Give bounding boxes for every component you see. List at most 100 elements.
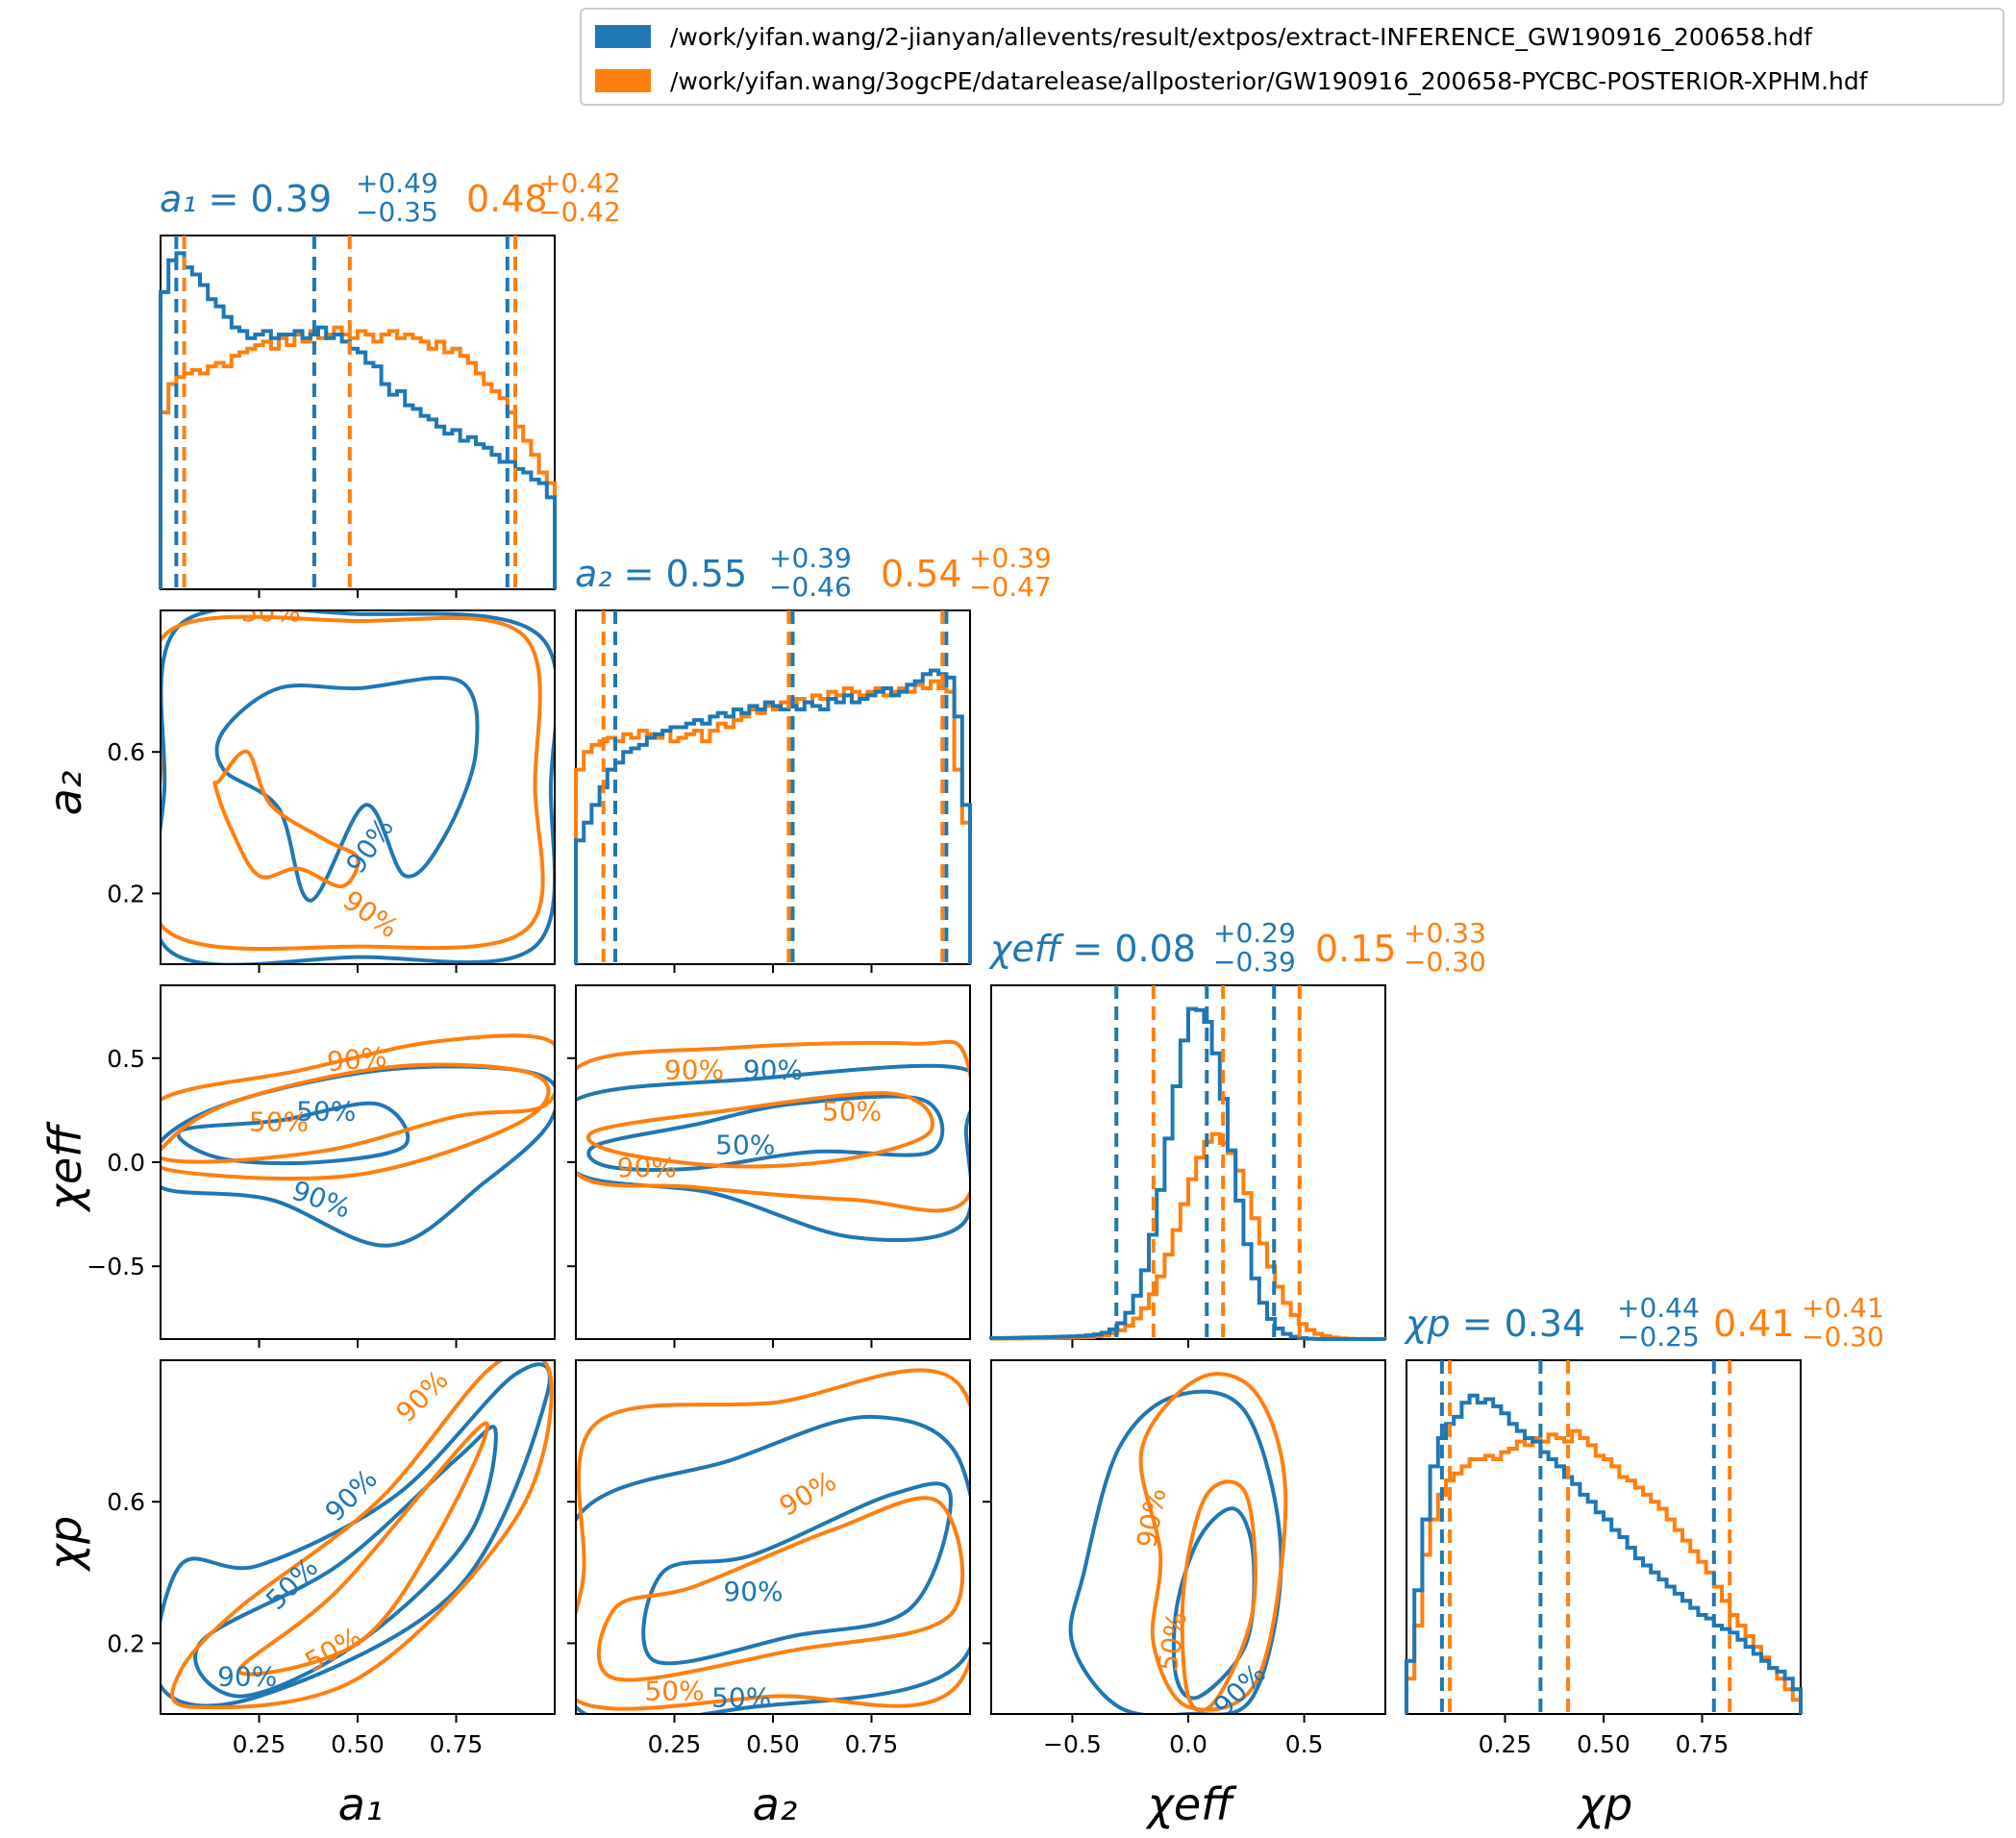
contour-blue-50 <box>214 675 480 903</box>
hist-panel-a1 <box>159 235 557 598</box>
contour-blue-50 <box>586 1094 945 1172</box>
contour-label: 90% <box>287 1175 355 1225</box>
x-tick-label: −0.5 <box>1043 1730 1102 1758</box>
x-tick-label: 0.75 <box>845 1730 899 1758</box>
title-a1-blue-minus: −0.35 <box>356 196 438 228</box>
contour-blue-50 <box>641 1481 953 1666</box>
contour-orange-90 <box>576 1039 970 1213</box>
contour-panel-a1-chi_eff: 90% 50% 90% 50% −0.5 0.0 0.5 <box>87 984 556 1348</box>
hist-series-blue <box>989 1006 1385 1341</box>
contour-orange-50 <box>212 749 361 889</box>
contour-label: 50% <box>711 1682 771 1714</box>
y-tick-label: 0.6 <box>107 738 145 766</box>
contour-label: 90% <box>326 1041 388 1078</box>
contour-label: 50% <box>1152 1609 1193 1674</box>
contour-blue-50 <box>193 1425 498 1699</box>
contour-lines: 90%50%90% <box>1068 1372 1288 1714</box>
contour-orange-50 <box>586 1091 934 1169</box>
contour-label: 90% <box>217 1661 277 1693</box>
title-a1-label: a₁ = <box>160 178 238 220</box>
legend-swatch-orange <box>595 69 651 92</box>
legend-entry-blue: /work/yifan.wang/2-jianyan/allevents/res… <box>595 17 1812 56</box>
xlabel-a1: a₁ <box>338 1778 384 1830</box>
hist-series-orange <box>159 325 557 589</box>
contour-orange-90 <box>170 1360 554 1710</box>
legend-label-orange: /work/yifan.wang/3ogcPE/datarelease/allp… <box>670 66 1868 95</box>
svg-text:a₁ = 0.39: a₁ = 0.39 <box>160 178 332 220</box>
contour-lines: 90%50%90%50%90% <box>576 1039 970 1243</box>
title-a1-orange-median: 0.48 <box>466 178 548 220</box>
xlabel-chi-eff: χeff <box>1145 1778 1238 1830</box>
contour-label: 90% <box>337 884 405 945</box>
ylabel-chi-eff: χeff <box>39 1121 91 1214</box>
y-tick-label: 0.2 <box>107 880 145 907</box>
title-a1-blue-median: 0.39 <box>251 178 333 220</box>
title-chi-eff-blue-median: 0.08 <box>1114 928 1196 970</box>
title-a2: a₂ = 0.55 +0.39 −0.46 0.54 +0.39 −0.47 <box>575 542 1052 603</box>
contour-panel-a1-chi_p: 90%50%90%50%90% 0.25 0.50 0.75 0.2 0.6 <box>107 1359 556 1758</box>
hist-series-blue <box>574 668 972 964</box>
contour-label: 50% <box>249 1106 309 1138</box>
contour-orange-50 <box>596 1496 965 1682</box>
xlabel-chi-p: χp <box>1576 1778 1632 1830</box>
x-tick-label: 0.5 <box>1285 1730 1324 1758</box>
contour-label: 90% <box>319 1463 384 1528</box>
svg-text:χp = 0.34: χp = 0.34 <box>1404 1303 1585 1345</box>
x-tick-label: 0.50 <box>331 1730 385 1758</box>
title-chi-p: χp = 0.34 +0.44 −0.25 0.41 +0.41 −0.30 <box>1404 1292 1884 1353</box>
title-a1: a₁ = 0.39 +0.49 −0.35 0.48 +0.42 −0.42 <box>160 167 621 228</box>
x-tick-label: 0.25 <box>1479 1730 1532 1758</box>
svg-text:χeff = 0.08: χeff = 0.08 <box>988 928 1196 970</box>
hist-panel-chi_p: 0.25 0.50 0.75 <box>1405 1359 1803 1758</box>
contour-lines: 90% 50% 90% 50% <box>161 1033 555 1248</box>
hist-panel-chi_eff <box>989 984 1387 1348</box>
title-chi-eff-orange-plus: +0.33 <box>1404 917 1486 949</box>
x-tick-label: 0.25 <box>648 1730 702 1758</box>
hist-series-blue <box>1405 1393 1803 1714</box>
hist-panel-a2 <box>574 609 972 973</box>
x-tick-label: 0.25 <box>233 1730 286 1758</box>
y-tick-label: −0.5 <box>87 1253 145 1280</box>
title-a2-label: a₂ = <box>575 553 654 595</box>
panel-frame <box>990 1359 1386 1715</box>
y-tick-label: 0.5 <box>107 1045 145 1073</box>
legend: /work/yifan.wang/2-jianyan/allevents/res… <box>580 8 2004 106</box>
contour-orange-50 <box>1180 1479 1257 1713</box>
hist-series-orange <box>574 679 972 964</box>
legend-label-blue: /work/yifan.wang/2-jianyan/allevents/res… <box>670 22 1812 51</box>
contour-label: 90% <box>664 1054 724 1085</box>
title-chi-eff-blue-plus: +0.29 <box>1213 917 1296 949</box>
panel-frame <box>575 1359 971 1715</box>
contour-orange-90 <box>161 614 545 952</box>
title-chi-eff-blue-minus: −0.39 <box>1213 946 1296 978</box>
title-a1-orange-minus: −0.42 <box>538 196 621 228</box>
axis-labels: a₁ a₂ χeff χp a₂ χeff χp <box>39 771 1632 1830</box>
contour-panel-a2-chi_eff: 90% 50% 90% 50% 90% <box>567 984 971 1348</box>
contour-panel-a2-chi_p: 90% 50% 90% 50% 0.25 0.50 0.75 <box>567 1359 971 1758</box>
x-tick-label: 0.50 <box>746 1730 800 1758</box>
title-chi-p-orange-plus: +0.41 <box>1802 1292 1884 1324</box>
hist-series-orange <box>1405 1428 1803 1714</box>
title-chi-p-blue-plus: +0.44 <box>1617 1292 1700 1324</box>
contour-orange-90 <box>1138 1372 1288 1712</box>
title-chi-eff-orange-median: 0.15 <box>1315 928 1397 970</box>
contour-label: 50% <box>715 1129 775 1160</box>
hist-series-orange <box>989 1131 1387 1341</box>
title-a1-blue-plus: +0.49 <box>356 167 438 199</box>
contour-panel-chi_eff-chi_p: 90%50%90%−0.5 0.0 0.5 <box>983 1359 1386 1758</box>
contour-blue-90 <box>161 610 555 964</box>
ylabel-a2: a₂ <box>39 771 91 816</box>
panel-frame <box>1406 1359 1802 1715</box>
contour-label: 90% <box>774 1465 841 1523</box>
hist-series-blue <box>159 251 557 589</box>
title-chi-p-blue-median: 0.34 <box>1505 1303 1586 1345</box>
title-chi-p-label: χp = <box>1404 1303 1493 1345</box>
contour-orange-50 <box>161 1062 551 1180</box>
title-a2-blue-plus: +0.39 <box>769 542 852 574</box>
y-tick-label: 0.6 <box>107 1488 145 1516</box>
contour-orange-90 <box>161 1033 555 1164</box>
contour-lines: 90%50%90%50%90% <box>161 1360 554 1710</box>
title-a2-blue-minus: −0.46 <box>769 571 852 603</box>
contour-lines: 90%50%90% <box>161 610 555 964</box>
